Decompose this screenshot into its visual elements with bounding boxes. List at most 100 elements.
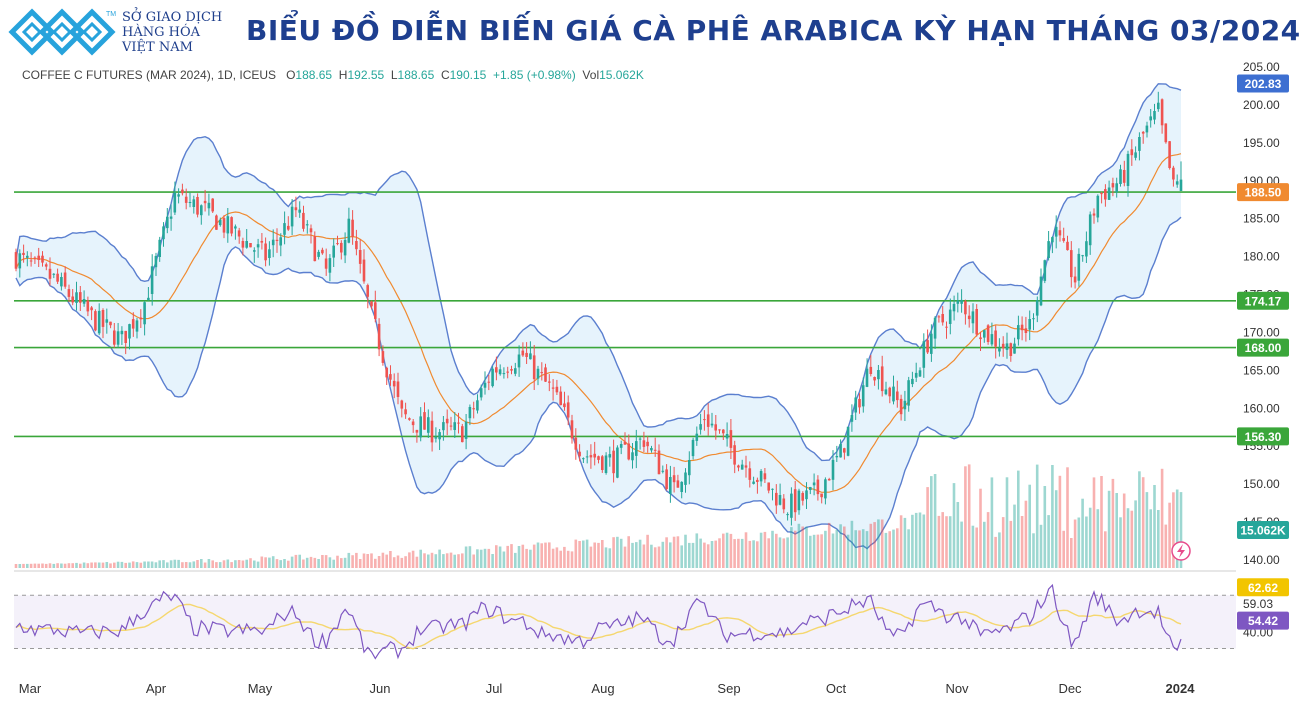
volume-bar	[423, 553, 426, 568]
candle-body	[1051, 237, 1054, 243]
candle-body	[918, 370, 922, 377]
candle-body	[1001, 343, 1005, 349]
candle-body	[1157, 102, 1160, 110]
volume-bar	[688, 542, 691, 568]
candle-body	[691, 439, 695, 457]
volume-bar	[128, 562, 131, 568]
brand-line: HÀNG HÓA	[122, 25, 200, 40]
volume-bar	[975, 527, 978, 568]
candle-body	[680, 481, 683, 492]
candle-body	[631, 452, 634, 461]
candle-body	[166, 216, 169, 229]
volume-bar	[563, 546, 566, 568]
volume-bar	[22, 563, 25, 568]
volume-bar	[756, 541, 759, 568]
volume-bar	[1157, 510, 1160, 568]
candle-body	[271, 239, 275, 246]
candle-body	[884, 389, 888, 395]
candle-body	[990, 334, 994, 345]
volume-bar	[196, 560, 199, 568]
volume-bar	[650, 544, 653, 568]
y-tick-label: 205.00	[1243, 60, 1280, 74]
candle-body	[1149, 116, 1152, 121]
volume-bar	[385, 554, 388, 568]
brand-line: SỞ GIAO DỊCH	[122, 10, 223, 25]
candle-body	[162, 226, 165, 240]
volume-bar	[389, 551, 392, 568]
volume-bar	[324, 555, 328, 568]
volume-bar	[328, 557, 332, 568]
volume-bar	[1017, 470, 1020, 568]
volume-bar	[317, 559, 320, 568]
volume-bar	[608, 548, 612, 568]
candle-body	[347, 218, 351, 243]
volume-bar	[1032, 533, 1035, 568]
candle-body	[442, 422, 445, 431]
volume-bar	[150, 561, 154, 568]
candle-body	[1168, 141, 1171, 168]
flash-icon[interactable]	[1171, 541, 1191, 561]
candle-body	[234, 226, 237, 229]
volume-bar	[952, 483, 956, 568]
candlesticks	[14, 91, 1183, 526]
volume-bar	[646, 534, 649, 568]
candle-body	[79, 292, 82, 303]
candle-body	[230, 217, 233, 234]
candle-body	[498, 369, 502, 375]
candle-body	[1100, 193, 1103, 195]
price-badges: 202.83 188.50 174.17 168.00 156.30 15.062K 62.…	[1237, 74, 1289, 630]
candle-body	[835, 456, 839, 458]
volume-bar	[37, 563, 40, 568]
volume-bar	[109, 563, 112, 568]
volume-bar	[479, 549, 483, 568]
y-tick-label: 140.00	[1243, 553, 1280, 567]
open-value: 188.65	[295, 68, 333, 82]
candle-body	[551, 387, 555, 389]
candle-body	[521, 350, 525, 356]
candle-body	[491, 368, 494, 387]
volume-bar	[706, 544, 710, 568]
candle-body	[1024, 328, 1028, 333]
candle-body	[782, 498, 786, 510]
volume-bar	[67, 563, 71, 568]
level-badge-text: 174.17	[1245, 294, 1282, 308]
volume-bar	[268, 557, 271, 568]
volume-bar	[540, 543, 543, 568]
volume-bar	[1122, 493, 1126, 568]
rsi-level-badge-text: 62.62	[1248, 581, 1278, 595]
candle-body	[809, 487, 812, 490]
volume-bar	[377, 556, 381, 568]
volume-bar	[869, 523, 873, 568]
candle-body	[937, 316, 941, 318]
level-badge-text: 188.50	[1245, 186, 1282, 200]
x-tick-label: Mar	[19, 681, 42, 696]
volume-bar	[880, 519, 884, 568]
volume-bar	[1138, 471, 1141, 568]
change-value: +1.85 (+0.98%)	[493, 68, 576, 82]
rsi-level-badge	[1237, 578, 1289, 597]
volume-bar	[582, 540, 585, 568]
volume-bar	[52, 563, 56, 568]
candle-body	[169, 216, 173, 219]
volume-bar	[661, 541, 665, 568]
volume-bar	[226, 559, 230, 568]
volume-bar	[162, 560, 165, 568]
candle-body	[101, 310, 105, 327]
bollinger-fill	[16, 83, 1181, 549]
candle-body	[1153, 111, 1156, 120]
candle-body	[529, 353, 532, 360]
volume-bar	[551, 548, 555, 568]
candle-body	[646, 441, 649, 447]
volume-bar	[48, 563, 52, 568]
volume-bar	[434, 554, 438, 568]
candle-body	[740, 464, 744, 470]
volume-value: 15.062K	[599, 68, 644, 82]
candle-body	[207, 202, 211, 209]
candle-body	[260, 241, 264, 243]
candle-body	[423, 412, 426, 430]
volume-bar	[184, 562, 188, 568]
candle-body	[907, 380, 910, 406]
volume-bar	[207, 559, 211, 568]
candle-body	[56, 273, 59, 282]
